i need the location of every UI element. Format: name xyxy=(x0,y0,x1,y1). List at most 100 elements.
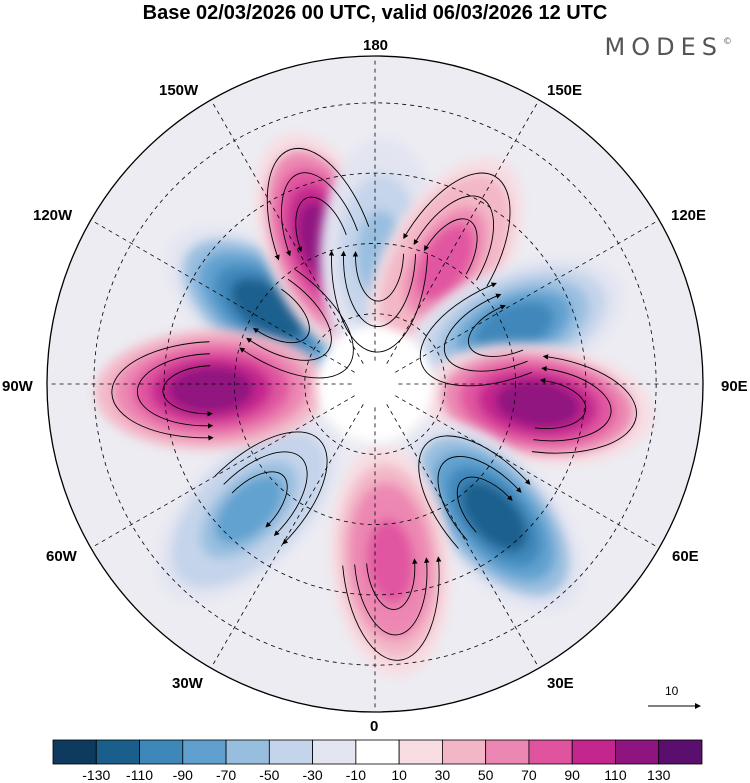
streamline xyxy=(354,557,430,636)
streamline xyxy=(342,556,442,661)
colorbar-label: 130 xyxy=(647,767,671,783)
colorbar-swatch xyxy=(268,739,314,765)
map-boundary xyxy=(46,55,704,713)
anomaly-high-150e xyxy=(367,157,524,368)
colorbar-label: -110 xyxy=(126,767,154,783)
colorbar-swatch xyxy=(658,739,703,765)
lon-label-120w: 120W xyxy=(33,207,73,224)
colorbar-swatch xyxy=(182,739,227,765)
colorbar-label: 30 xyxy=(434,767,451,783)
streamline xyxy=(533,366,612,442)
streamline xyxy=(352,251,405,302)
colorbar-label: -130 xyxy=(82,767,111,783)
graticule xyxy=(47,56,703,712)
anomaly-ring xyxy=(473,301,555,355)
colorbar-label: -90 xyxy=(172,767,193,783)
anomaly-low-120w xyxy=(166,226,369,392)
colorbar-swatch xyxy=(95,739,140,765)
anomaly-low-60w xyxy=(156,417,342,603)
streamline xyxy=(366,558,418,610)
lon-label-90w: 90W xyxy=(2,378,33,395)
lon-label-90e: 90E xyxy=(721,378,748,395)
streamline xyxy=(239,269,354,379)
reference-vector-label: 10 xyxy=(665,684,679,698)
colorbar-label: -50 xyxy=(259,767,280,783)
colorbar-swatch xyxy=(571,739,616,765)
anomaly-ring xyxy=(416,223,475,301)
streamline xyxy=(253,288,310,344)
streamline xyxy=(534,378,587,429)
streamline xyxy=(443,293,528,372)
colorbar-swatch xyxy=(139,739,184,765)
streamline xyxy=(456,476,513,533)
streamline xyxy=(418,435,531,549)
streamline xyxy=(424,218,478,275)
wind-streamlines xyxy=(111,147,637,661)
meridian-line xyxy=(210,99,364,364)
lon-label-180: 180 xyxy=(363,37,389,54)
streamline xyxy=(467,304,524,357)
colorbar-swatch xyxy=(485,739,530,765)
anomaly-field xyxy=(95,132,654,678)
streamline xyxy=(231,471,288,528)
colorbar-label: 50 xyxy=(477,767,494,783)
streamline xyxy=(136,353,214,429)
streamline xyxy=(328,250,428,353)
colorbar-swatch xyxy=(225,739,270,765)
meridian-line xyxy=(395,395,660,549)
lon-label-60e: 60E xyxy=(672,548,699,565)
anomaly-ring xyxy=(460,481,528,552)
colorbar-swatch xyxy=(312,739,357,765)
meridian-line xyxy=(386,99,540,364)
lon-label-60w: 60W xyxy=(46,548,77,565)
colorbar-swatch xyxy=(52,739,97,765)
streamline xyxy=(111,341,214,441)
streamline xyxy=(266,147,370,261)
colorbar-swatch xyxy=(355,739,400,765)
colorbar-swatch xyxy=(398,739,443,765)
meridian-line xyxy=(90,219,355,373)
brand-name: MODES xyxy=(604,33,723,61)
colorbar-label: -10 xyxy=(345,767,366,783)
colorbar-label: -70 xyxy=(215,767,237,783)
latitude-circle xyxy=(304,313,446,455)
colorbar-swatch xyxy=(615,739,660,765)
streamline xyxy=(340,250,417,328)
streamline xyxy=(531,354,637,454)
anomaly-low-60e xyxy=(404,421,584,612)
meridian-line xyxy=(395,219,660,373)
lon-label-30e: 30E xyxy=(547,675,574,692)
map-title: Base 02/03/2026 00 UTC, valid 06/03/2026… xyxy=(142,2,608,24)
colorbar-swatch xyxy=(441,739,487,765)
meridian-line xyxy=(386,404,540,669)
modes-logo: MODES© xyxy=(605,33,732,61)
anomaly-high-30e xyxy=(329,445,452,678)
lon-label-150e: 150E xyxy=(547,82,583,99)
colorbar-label: -30 xyxy=(302,767,323,783)
lon-label-30w: 30W xyxy=(172,675,203,692)
streamline xyxy=(214,431,328,545)
anomaly-ring xyxy=(367,519,414,604)
colorbar-label: 70 xyxy=(521,767,537,783)
meridian-line xyxy=(210,404,364,669)
streamline xyxy=(246,278,332,361)
anomaly-ring xyxy=(230,277,305,340)
colorbar-label: 10 xyxy=(391,767,407,783)
anomaly-ring xyxy=(214,475,284,545)
streamline xyxy=(437,456,522,541)
streamline xyxy=(162,365,213,417)
polar-cap xyxy=(317,326,433,442)
colorbar-label: 110 xyxy=(604,767,627,783)
copyright-mark: © xyxy=(723,37,732,47)
colorbar-swatch xyxy=(528,739,573,765)
streamline xyxy=(223,451,308,536)
anomaly-ring xyxy=(495,380,580,428)
meridian-line xyxy=(90,395,355,549)
lon-label-120e: 120E xyxy=(671,207,707,224)
latitude-circle xyxy=(234,243,516,525)
lon-label-150w: 150W xyxy=(159,82,199,99)
colorbar xyxy=(52,739,703,765)
streamline xyxy=(295,196,347,253)
anomaly-ring xyxy=(168,366,254,413)
